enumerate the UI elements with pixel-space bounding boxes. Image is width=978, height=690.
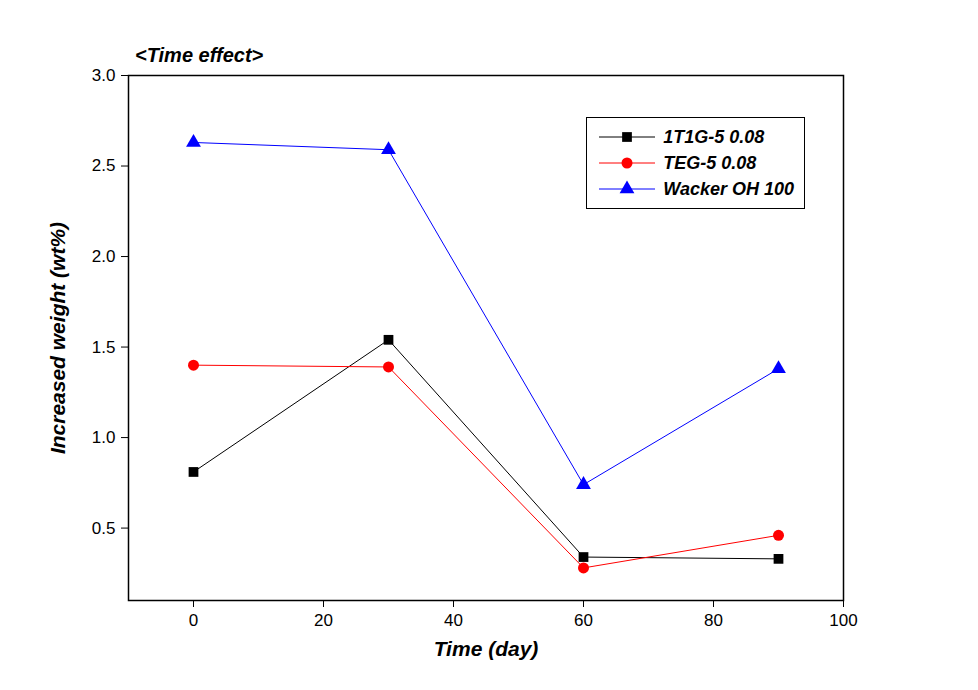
html-text:1T1G-5 0.08: 1T1G-5 0.08 [663,126,765,147]
html-text:Wacker OH 100: Wacker OH 100 [663,178,794,199]
svg-text:40: 40 [444,611,463,630]
html-text:<Time effect>: <Time effect> [135,44,264,66]
html-text:TEG-5 0.08: TEG-5 0.08 [663,152,757,173]
svg-text:0: 0 [189,611,198,630]
svg-text:Time (day): Time (day) [434,637,539,660]
svg-text:1.0: 1.0 [92,428,116,447]
svg-text:3.0: 3.0 [92,66,116,85]
svg-text:1.5: 1.5 [92,337,116,356]
svg-text:60: 60 [574,611,593,630]
svg-text:0.5: 0.5 [92,519,116,538]
svg-text:20: 20 [314,611,333,630]
svg-text:100: 100 [829,611,857,630]
svg-text:2.0: 2.0 [92,247,116,266]
svg-text:80: 80 [704,611,723,630]
svg-text:Increased weight (wt%): Increased weight (wt%) [46,222,69,454]
svg-text:2.5: 2.5 [92,156,116,175]
